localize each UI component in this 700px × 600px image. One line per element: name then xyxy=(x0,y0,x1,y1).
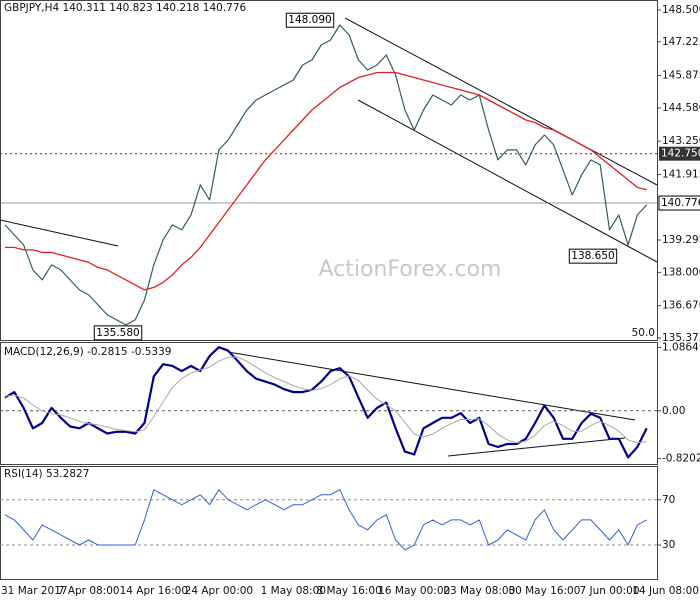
level-label-box xyxy=(659,146,700,161)
y-tick-label: 70 xyxy=(662,494,675,506)
annotation-label: 138.650 xyxy=(571,250,614,262)
annotation-label-box xyxy=(285,12,335,28)
series-line xyxy=(5,71,647,291)
series-line xyxy=(4,24,648,326)
y-tick-label: 135.375 xyxy=(662,332,700,344)
y-tick-label: 145.875 xyxy=(662,70,700,82)
annotation-label: 135.580 xyxy=(96,327,139,339)
fib-label: 50.0 xyxy=(632,327,655,339)
y-tick-label: 1.0864 xyxy=(662,341,699,353)
y-tick-label: 141.915 xyxy=(662,169,700,181)
series-line xyxy=(4,346,648,459)
y-tick-label: 138.000 xyxy=(662,266,700,278)
macd-title: MACD(12,26,9) -0.2815 -0.5339 xyxy=(4,346,171,358)
y-tick-label: -0.8202 xyxy=(662,453,700,465)
annotation-label-box xyxy=(93,325,143,341)
y-tick-label: 147.225 xyxy=(662,36,700,48)
macd-trend-line xyxy=(447,437,626,457)
trend-line xyxy=(0,219,119,247)
x-tick-label: 1 May 08:00 xyxy=(261,585,326,597)
channel-upper xyxy=(344,17,658,186)
x-tick-label: 31 Mar 2017 xyxy=(1,585,68,597)
y-tick-label: 143.250 xyxy=(662,135,700,147)
series-line xyxy=(4,356,647,444)
rsi-panel xyxy=(0,466,658,580)
last-price-label-box xyxy=(658,195,700,211)
x-tick-label: 16 May 00:00 xyxy=(378,585,450,597)
annotation-label: 148.090 xyxy=(288,14,331,26)
macd-panel xyxy=(0,342,658,465)
series-line xyxy=(4,489,647,551)
x-tick-label: 8 May 16:00 xyxy=(316,585,381,597)
rsi-title: RSI(14) 53.2827 xyxy=(4,468,89,480)
watermark: ActionForex.com xyxy=(319,257,502,282)
macd-trend-line xyxy=(227,351,636,421)
symbol-title: GBPJPY,H4 140.311 140.823 140.218 140.77… xyxy=(4,2,247,14)
last-price-label: 140.776 xyxy=(661,197,700,209)
y-tick-label: 139.295 xyxy=(662,234,700,246)
price-panel xyxy=(0,0,658,341)
x-tick-label: 7 Jun 00:00 xyxy=(579,585,639,597)
x-tick-label: 14 Apr 16:00 xyxy=(120,585,188,597)
y-tick-label: 148.500 xyxy=(662,4,700,16)
x-tick-label: 14 Jun 08:00 xyxy=(632,585,699,597)
y-tick-label: 144.580 xyxy=(662,102,700,114)
x-tick-label: 30 May 16:00 xyxy=(508,585,580,597)
y-tick-label: 136.670 xyxy=(662,300,700,312)
x-tick-label: 23 May 08:00 xyxy=(443,585,515,597)
x-tick-label: 24 Apr 00:00 xyxy=(185,585,253,597)
channel-lower xyxy=(357,99,658,263)
y-tick-label: 30 xyxy=(662,539,675,551)
level-label: 142.750 xyxy=(661,148,700,160)
x-tick-label: 7 Apr 08:00 xyxy=(58,585,120,597)
annotation-label-box xyxy=(568,248,618,264)
y-tick-label: 0.00 xyxy=(662,405,685,417)
